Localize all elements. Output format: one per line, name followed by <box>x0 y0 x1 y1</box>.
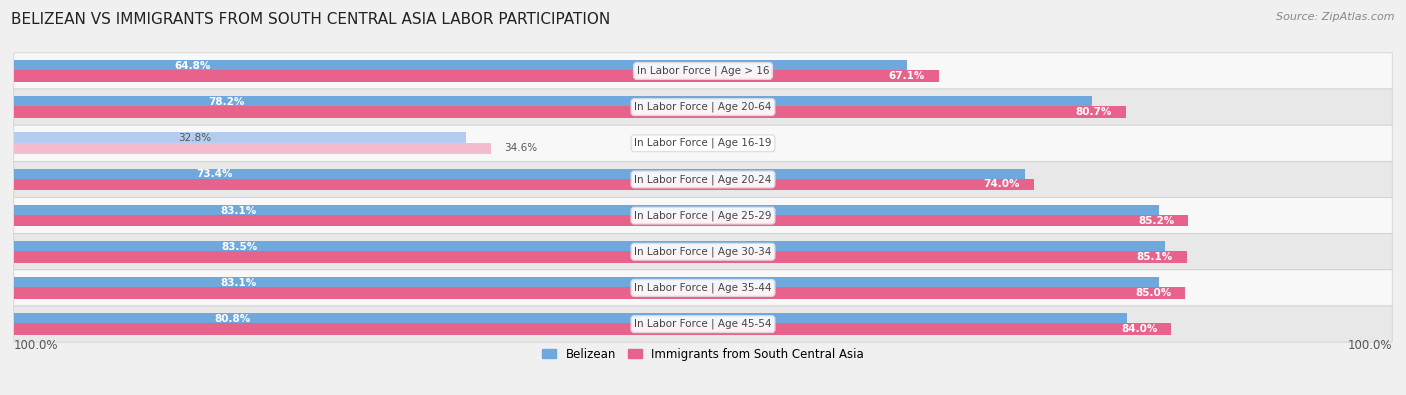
Bar <box>14 70 939 82</box>
Text: In Labor Force | Age > 16: In Labor Force | Age > 16 <box>637 66 769 76</box>
Bar <box>14 179 1033 190</box>
Bar <box>14 96 1091 108</box>
Bar <box>14 277 1159 289</box>
Bar <box>14 215 1188 226</box>
Text: 83.5%: 83.5% <box>221 242 257 252</box>
Text: 100.0%: 100.0% <box>14 339 59 352</box>
Text: 83.1%: 83.1% <box>221 278 256 288</box>
Text: 73.4%: 73.4% <box>195 169 232 179</box>
FancyBboxPatch shape <box>14 306 1392 342</box>
Bar <box>14 313 1128 325</box>
Text: BELIZEAN VS IMMIGRANTS FROM SOUTH CENTRAL ASIA LABOR PARTICIPATION: BELIZEAN VS IMMIGRANTS FROM SOUTH CENTRA… <box>11 12 610 27</box>
Text: In Labor Force | Age 35-44: In Labor Force | Age 35-44 <box>634 283 772 293</box>
Text: 74.0%: 74.0% <box>983 179 1019 190</box>
Bar <box>14 143 491 154</box>
Bar <box>14 132 465 144</box>
Bar <box>14 251 1187 263</box>
Text: 64.8%: 64.8% <box>174 61 211 71</box>
Text: 80.8%: 80.8% <box>215 314 250 324</box>
Text: 67.1%: 67.1% <box>889 71 925 81</box>
Text: 100.0%: 100.0% <box>1347 339 1392 352</box>
Text: In Labor Force | Age 20-24: In Labor Force | Age 20-24 <box>634 174 772 185</box>
Bar <box>14 60 907 71</box>
Text: 78.2%: 78.2% <box>208 97 245 107</box>
Bar <box>14 324 1171 335</box>
Bar <box>14 205 1159 216</box>
Text: 83.1%: 83.1% <box>221 205 256 216</box>
FancyBboxPatch shape <box>14 161 1392 198</box>
Text: 34.6%: 34.6% <box>505 143 537 153</box>
Text: 84.0%: 84.0% <box>1122 324 1157 334</box>
Text: 85.1%: 85.1% <box>1136 252 1173 262</box>
FancyBboxPatch shape <box>14 234 1392 270</box>
Text: 85.2%: 85.2% <box>1137 216 1174 226</box>
Legend: Belizean, Immigrants from South Central Asia: Belizean, Immigrants from South Central … <box>537 343 869 366</box>
Bar <box>14 169 1025 180</box>
Text: 32.8%: 32.8% <box>179 133 211 143</box>
Bar <box>14 287 1185 299</box>
Text: In Labor Force | Age 25-29: In Labor Force | Age 25-29 <box>634 210 772 221</box>
Text: 80.7%: 80.7% <box>1076 107 1112 117</box>
FancyBboxPatch shape <box>14 198 1392 234</box>
Text: In Labor Force | Age 20-64: In Labor Force | Age 20-64 <box>634 102 772 112</box>
FancyBboxPatch shape <box>14 125 1392 161</box>
Text: In Labor Force | Age 30-34: In Labor Force | Age 30-34 <box>634 246 772 257</box>
Bar <box>14 241 1164 252</box>
Bar <box>14 106 1126 118</box>
Text: In Labor Force | Age 16-19: In Labor Force | Age 16-19 <box>634 138 772 149</box>
FancyBboxPatch shape <box>14 53 1392 89</box>
Text: 85.0%: 85.0% <box>1135 288 1171 298</box>
Text: In Labor Force | Age 45-54: In Labor Force | Age 45-54 <box>634 319 772 329</box>
FancyBboxPatch shape <box>14 89 1392 125</box>
FancyBboxPatch shape <box>14 270 1392 306</box>
Text: Source: ZipAtlas.com: Source: ZipAtlas.com <box>1277 12 1395 22</box>
